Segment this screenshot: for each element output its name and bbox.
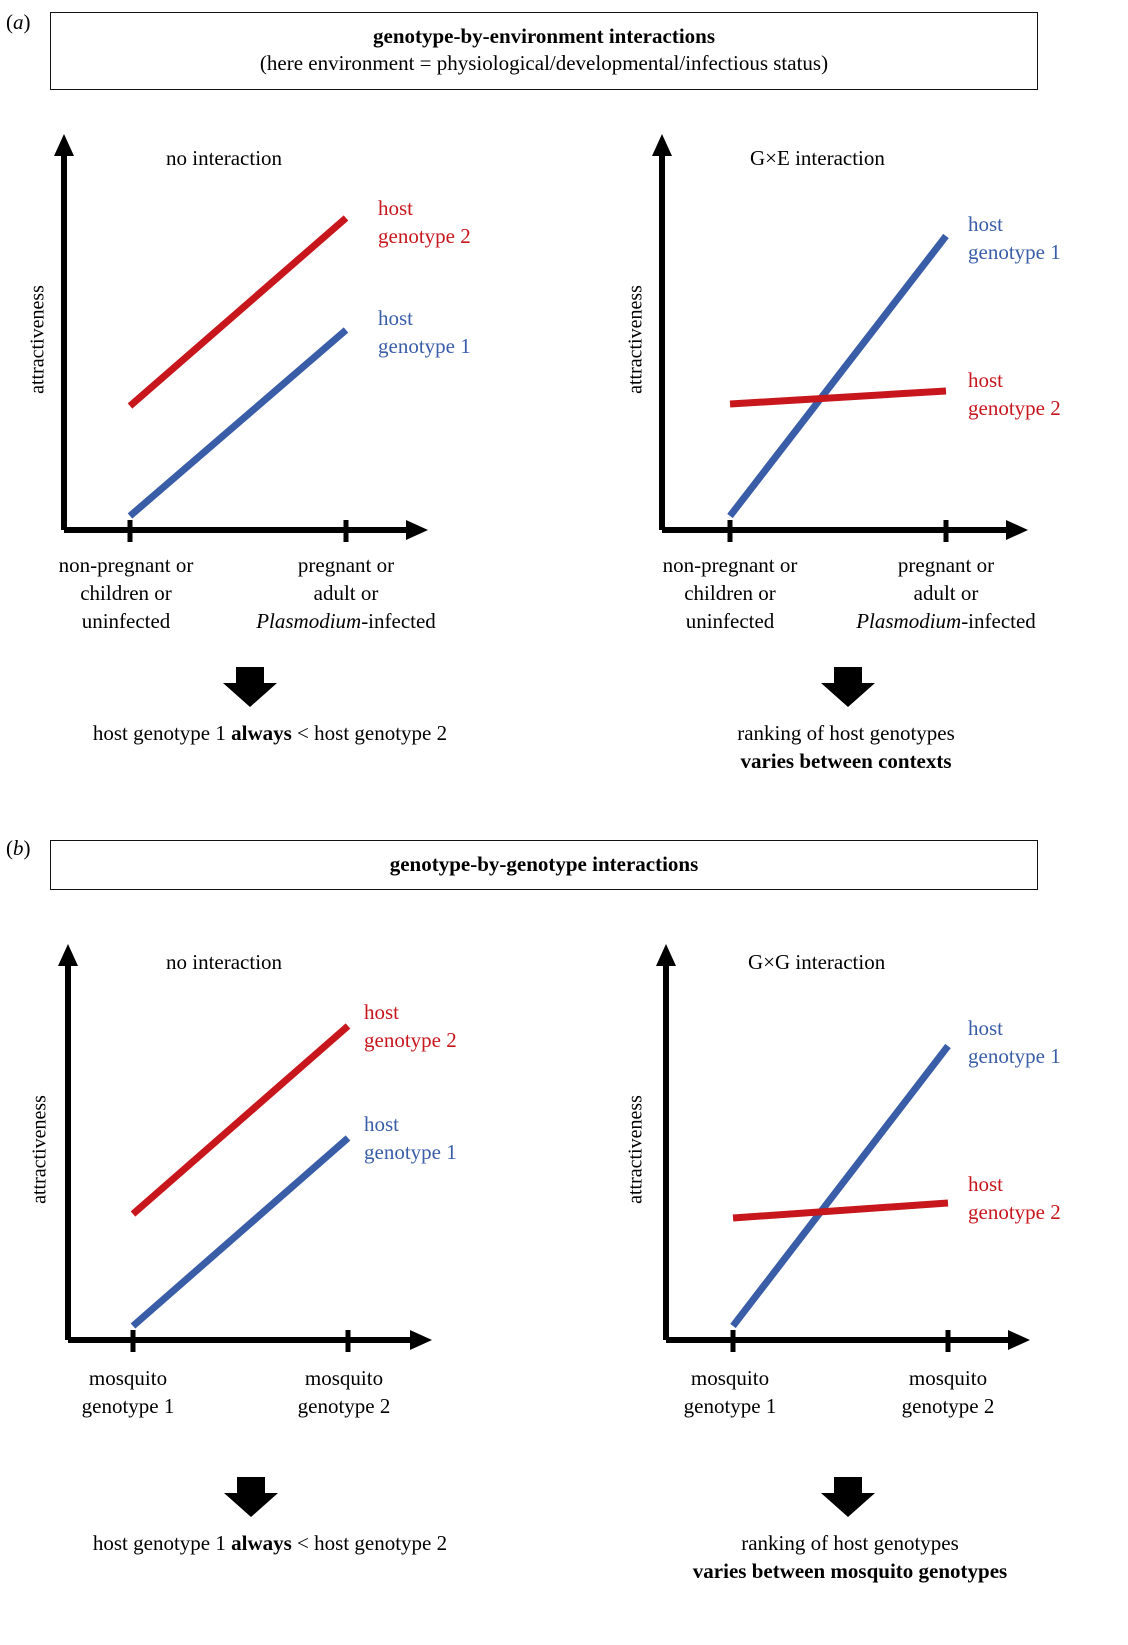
panel-b-left-label-genotype1: host genotype 1 — [364, 1112, 457, 1164]
panel-a-right-line-genotype1 — [727, 233, 949, 519]
panel-a-left-label-genotype1: host genotype 1 — [378, 306, 471, 358]
panel-b-left-line-genotype2 — [130, 1023, 351, 1217]
panel-b-right-label-genotype2: host genotype 2 — [968, 1172, 1061, 1224]
panel-b-right-xlabel-right: mosquito genotype 2 — [901, 1366, 995, 1418]
panel-a-right-line-genotype2 — [729, 387, 947, 408]
panel-b-right-xlabel-left: mosquito genotype 1 — [683, 1366, 777, 1418]
panel-a-right-down-arrow-icon — [821, 667, 875, 707]
panel-a-right-conclusion: ranking of host genotypes varies between… — [737, 721, 955, 773]
panel-b-right-label-genotype1: host genotype 1 — [968, 1016, 1061, 1068]
panel-b-label: (b) — [6, 836, 31, 860]
panel-b-left-xlabel-right: mosquito genotype 2 — [297, 1366, 391, 1418]
panel-b-header-box: genotype-by-genotype interactions — [50, 840, 1038, 890]
panel-a-left-line-genotype2 — [127, 215, 349, 409]
panel-b-right-title: G×G interaction — [748, 950, 886, 974]
y-axis-arrowhead — [58, 944, 78, 966]
panel-a-right-ylabel: attractiveness — [624, 285, 647, 394]
panel-a-left-label-genotype2: host genotype 2 — [378, 196, 471, 248]
panel-a-left-xlabel-left: non-pregnant or children or uninfected — [58, 553, 194, 633]
panel-b-right-conclusion: ranking of host genotypes varies between… — [692, 1531, 1008, 1583]
panel-b-left-line-genotype1 — [130, 1135, 351, 1329]
panel-a-left-axes — [54, 134, 428, 542]
panel-b-left-axes — [58, 944, 432, 1352]
panel-a-label: (a) — [6, 10, 31, 34]
x-axis-arrowhead — [406, 520, 428, 540]
panel-b-left-down-arrow-icon — [224, 1477, 278, 1517]
panel-a-left-xlabel-right: pregnant or adult or Plasmodium-infected — [256, 553, 436, 633]
x-axis-arrowhead — [410, 1330, 432, 1350]
panel-b-box-title: genotype-by-genotype interactions — [389, 852, 699, 876]
panel-a-right-xlabel-left: non-pregnant or children or uninfected — [662, 553, 798, 633]
panel-a-box-subtitle: (here environment = physiological/develo… — [259, 51, 829, 75]
panel-a-left-conclusion: host genotype 1 always < host genotype 2 — [92, 721, 448, 745]
panel-b-right-line-genotype1 — [730, 1043, 951, 1329]
panel-a-left-ylabel: attractiveness — [26, 285, 49, 394]
y-axis-arrowhead — [652, 134, 672, 156]
panel-b-right-axes — [656, 944, 1030, 1352]
panel-a-right-title: G×E interaction — [750, 146, 885, 170]
panel-b-left-conclusion: host genotype 1 always < host genotype 2 — [92, 1531, 448, 1555]
panel-a-left-line-genotype1 — [127, 327, 349, 519]
x-axis-arrowhead — [1008, 1330, 1030, 1350]
panel-b-left-title: no interaction — [166, 950, 283, 974]
x-axis-arrowhead — [1006, 520, 1028, 540]
panel-a-box-title: genotype-by-environment interactions — [373, 24, 715, 48]
panel-a-right-label-genotype2: host genotype 2 — [968, 368, 1061, 420]
panel-a-right-axes — [652, 134, 1028, 542]
y-axis-arrowhead — [54, 134, 74, 156]
panel-b-right-line-genotype2 — [732, 1199, 949, 1222]
y-axis-arrowhead — [656, 944, 676, 966]
panel-b-left-label-genotype2: host genotype 2 — [364, 1000, 457, 1052]
panel-a-header-box: genotype-by-environment interactions (he… — [50, 12, 1038, 90]
panel-b-right-ylabel: attractiveness — [624, 1095, 647, 1204]
panel-a-left-down-arrow-icon — [223, 667, 277, 707]
panel-b-right-down-arrow-icon — [821, 1477, 875, 1517]
panel-b-left-ylabel: attractiveness — [28, 1095, 51, 1204]
panel-b-left-xlabel-left: mosquito genotype 1 — [81, 1366, 175, 1418]
panel-a-left-title: no interaction — [166, 146, 283, 170]
panel-a-right-label-genotype1: host genotype 1 — [968, 212, 1061, 264]
panel-a-right-xlabel-right: pregnant or adult or Plasmodium-infected — [856, 553, 1036, 633]
